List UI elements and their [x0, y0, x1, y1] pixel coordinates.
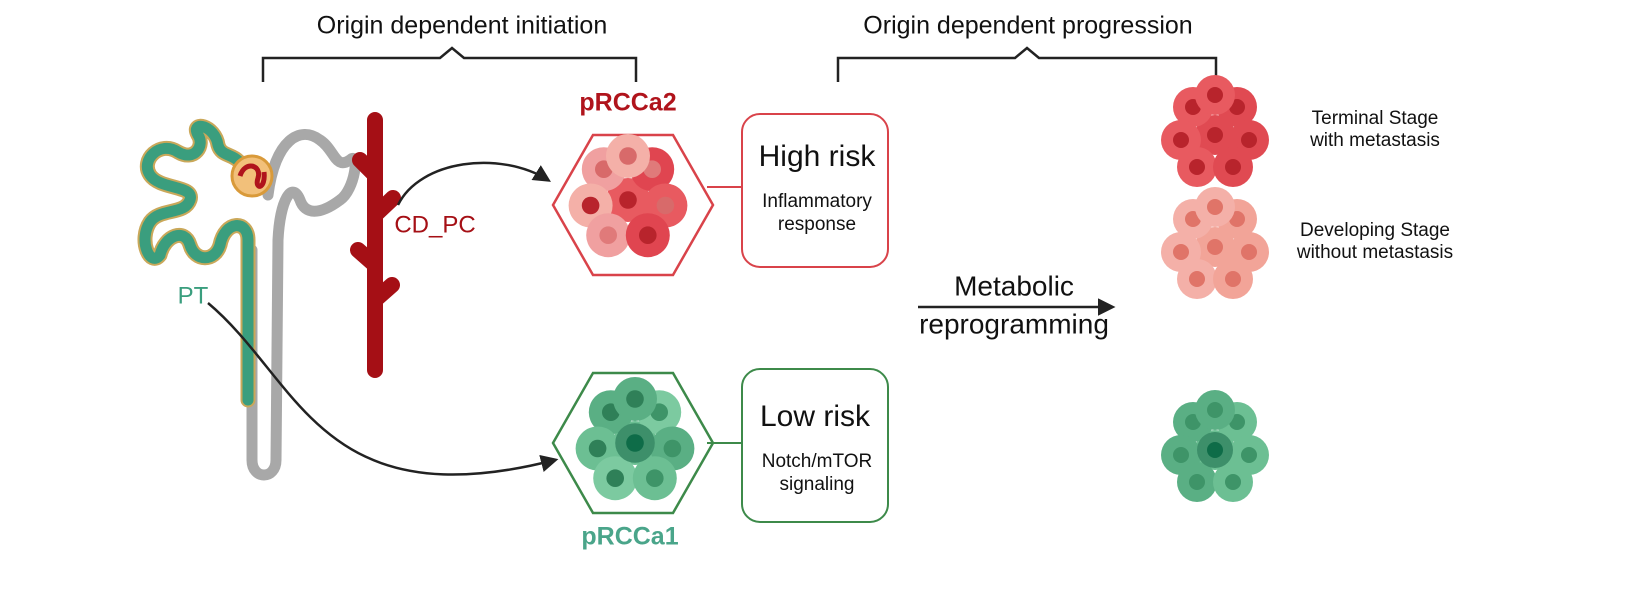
cell [1207, 199, 1223, 215]
cell [1241, 447, 1257, 463]
cell [1225, 271, 1241, 287]
cell [1241, 132, 1257, 148]
arrow [396, 161, 551, 206]
nephron [137, 112, 401, 481]
stage-label: Terminal Stage [1312, 108, 1439, 129]
risk-title: Low risk [760, 400, 871, 433]
stage-label: Developing Stage [1300, 220, 1450, 241]
cell [1241, 244, 1257, 260]
cell [1189, 474, 1205, 490]
cell [1207, 442, 1223, 458]
bracket [261, 46, 638, 82]
cell [1225, 474, 1241, 490]
risk-description: Inflammatory [762, 191, 872, 212]
cell [656, 196, 675, 215]
arrow [207, 302, 559, 476]
stage-label: with metastasis [1309, 130, 1440, 151]
cell [1173, 447, 1189, 463]
subtype-label: pRCCa2 [579, 89, 676, 117]
bracket-label: Origin dependent initiation [317, 12, 607, 40]
subtype-label: pRCCa1 [581, 523, 678, 551]
cell [626, 390, 644, 408]
transition-label: reprogramming [919, 308, 1109, 339]
pt-label: PT [178, 282, 209, 309]
cell [1173, 244, 1189, 260]
risk-box [741, 368, 889, 523]
cell [1225, 159, 1241, 175]
cell [1173, 132, 1189, 148]
cell [581, 196, 600, 215]
cell [639, 226, 657, 244]
risk-description: response [778, 214, 856, 235]
risk-description: signaling [780, 474, 855, 495]
cell [1189, 159, 1205, 175]
cell [1207, 239, 1223, 255]
cell [1207, 87, 1223, 103]
hexagon [551, 133, 715, 277]
cell [599, 226, 617, 244]
bracket [836, 46, 1218, 82]
risk-description: Notch/mTOR [762, 451, 873, 472]
risk-box [741, 113, 889, 268]
cell [1189, 271, 1205, 287]
cell [619, 147, 637, 165]
cell-clusters [568, 75, 1269, 502]
transition-label: Metabolic [954, 270, 1074, 301]
bracket-label: Origin dependent progression [863, 12, 1192, 40]
cell [646, 469, 664, 488]
cell [1207, 127, 1223, 143]
cell [663, 439, 682, 458]
cd-label: CD_PC [394, 211, 475, 238]
stage-label: without metastasis [1296, 242, 1453, 263]
cell [606, 469, 624, 488]
cell [1207, 402, 1223, 418]
cell [626, 434, 644, 452]
cell [588, 439, 607, 458]
risk-title: High risk [759, 140, 877, 173]
hexagon [551, 371, 715, 515]
cell [619, 191, 637, 209]
